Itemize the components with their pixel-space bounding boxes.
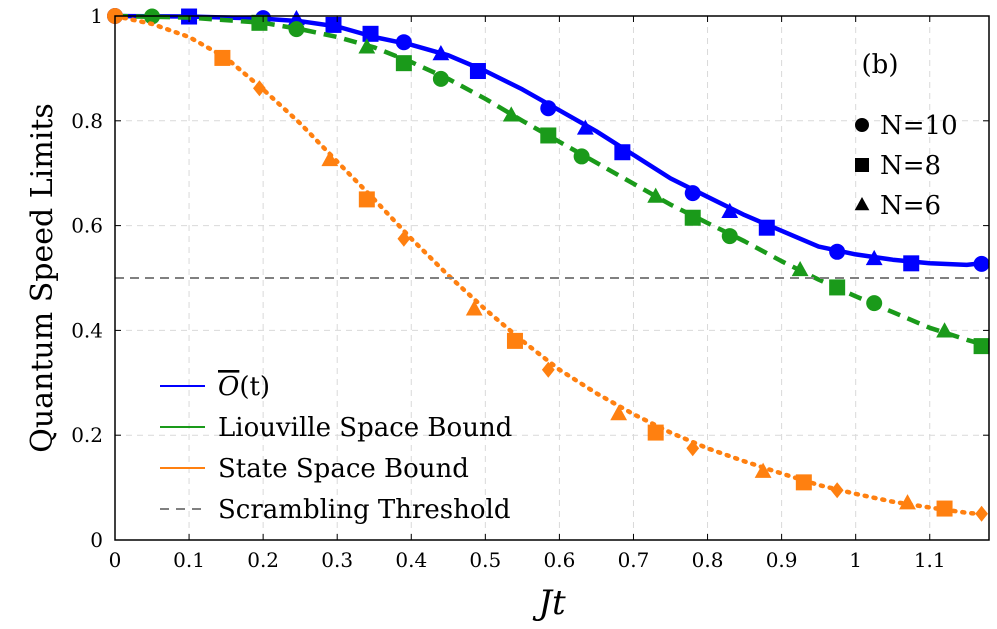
data-point-square [358,191,375,208]
y-tick-label: 0.4 [71,318,103,342]
data-point-circle [573,148,590,165]
data-point-square [506,332,523,349]
data-point-square [829,279,846,296]
data-point-triangle [321,150,339,167]
marker-legend-square-icon [855,158,869,172]
data-point-square [325,16,342,33]
legend-label: Scrambling Threshold [218,495,511,525]
y-tick-label: 0.2 [71,423,103,447]
data-point-diamond [397,230,411,247]
y-tick-label: 0.8 [71,109,103,133]
marker-legend: N=10 N=8 N=6 [854,111,958,221]
data-point-diamond [975,505,988,522]
marker-legend-label: N=6 [880,191,941,221]
data-point-square [647,424,664,441]
data-point-square [251,14,268,31]
grid [115,16,989,540]
data-point-triangle [721,202,739,218]
y-axis-title: Quantum Speed Limits [25,103,60,453]
data-point-square [469,63,486,80]
data-point-square [214,49,231,66]
data-point-triangle [358,38,376,54]
data-point-triangle [865,249,883,266]
data-point-triangle [576,119,594,135]
data-point-triangle [899,494,916,510]
data-point-circle [721,228,738,245]
legend-label-main: O [218,372,239,402]
marker-legend-label: N=8 [880,151,941,181]
legend-label: O(t) [218,372,270,402]
data-point-diamond [541,361,555,378]
series-2 [107,8,992,522]
x-tick-label: 0.6 [544,548,576,572]
data-point-triangle [502,106,520,122]
data-point-square [795,474,812,491]
data-point-triangle [288,9,305,26]
legend-label: State Space Bound [218,454,469,484]
y-tick-label: 0.6 [71,214,103,238]
data-point-triangle [936,322,953,338]
data-point-triangle [432,45,450,61]
data-point-circle [973,255,990,272]
x-tick-label: 1 [849,548,862,572]
x-tick-label: 1.1 [914,548,946,572]
data-point-diamond [686,440,700,457]
data-point-triangle [754,462,772,478]
series-layer [107,8,992,522]
x-axis-title: Jt [532,583,566,623]
data-point-circle [829,243,846,260]
ticks: 0 0.1 0.2 0.3 0.4 0.5 0.6 0.7 0.8 0.9 1 1.1 0 0.2 0.4 0… [71,4,989,572]
y-tick-label: 0 [90,528,103,552]
data-point-square [362,25,379,42]
series-line [114,13,990,349]
series-1 [114,8,990,355]
data-point-square [758,219,775,236]
data-point-triangle [791,260,809,277]
data-point-circle [432,70,449,87]
x-tick-label: 0.1 [173,548,205,572]
legend-label: Liouville Space Bound [218,413,512,443]
x-tick-label: 0.7 [618,548,650,572]
x-tick-label: 0.9 [766,548,798,572]
marker-legend-circle-icon [855,118,869,132]
data-point-circle [540,100,557,117]
data-point-triangle [610,405,628,421]
marker-legend-triangle-icon [854,196,870,211]
plot-frame [114,15,990,541]
data-point-square [973,338,990,355]
data-point-circle [395,34,412,51]
x-tick-label: 0.4 [395,548,427,572]
data-point-square [903,255,920,272]
data-point-square [540,127,557,144]
data-point-circle [288,21,305,38]
data-point-square [395,55,412,72]
x-tick-label: 0 [109,548,122,572]
data-point-circle [866,295,883,312]
x-tick-label: 0.2 [247,548,279,572]
y-tick-label: 1 [90,4,103,28]
data-point-square [614,144,631,161]
series-line [114,13,990,268]
data-point-triangle [647,187,665,203]
data-point-square [684,209,701,226]
x-tick-label: 0.8 [692,548,724,572]
panel-label: (b) [862,50,899,80]
data-point-diamond [830,482,844,499]
data-point-circle [684,185,701,202]
data-point-triangle [465,300,483,316]
x-tick-label: 0.3 [321,548,353,572]
series-legend: O(t) Liouville Space Bound State Space Bou… [160,370,512,525]
series-line [112,13,992,518]
x-tick-label: 0.5 [469,548,501,572]
data-point-diamond [253,80,266,97]
data-point-square [936,500,953,517]
marker-legend-label: N=10 [880,111,958,141]
legend-label-arg: (t) [239,372,270,402]
